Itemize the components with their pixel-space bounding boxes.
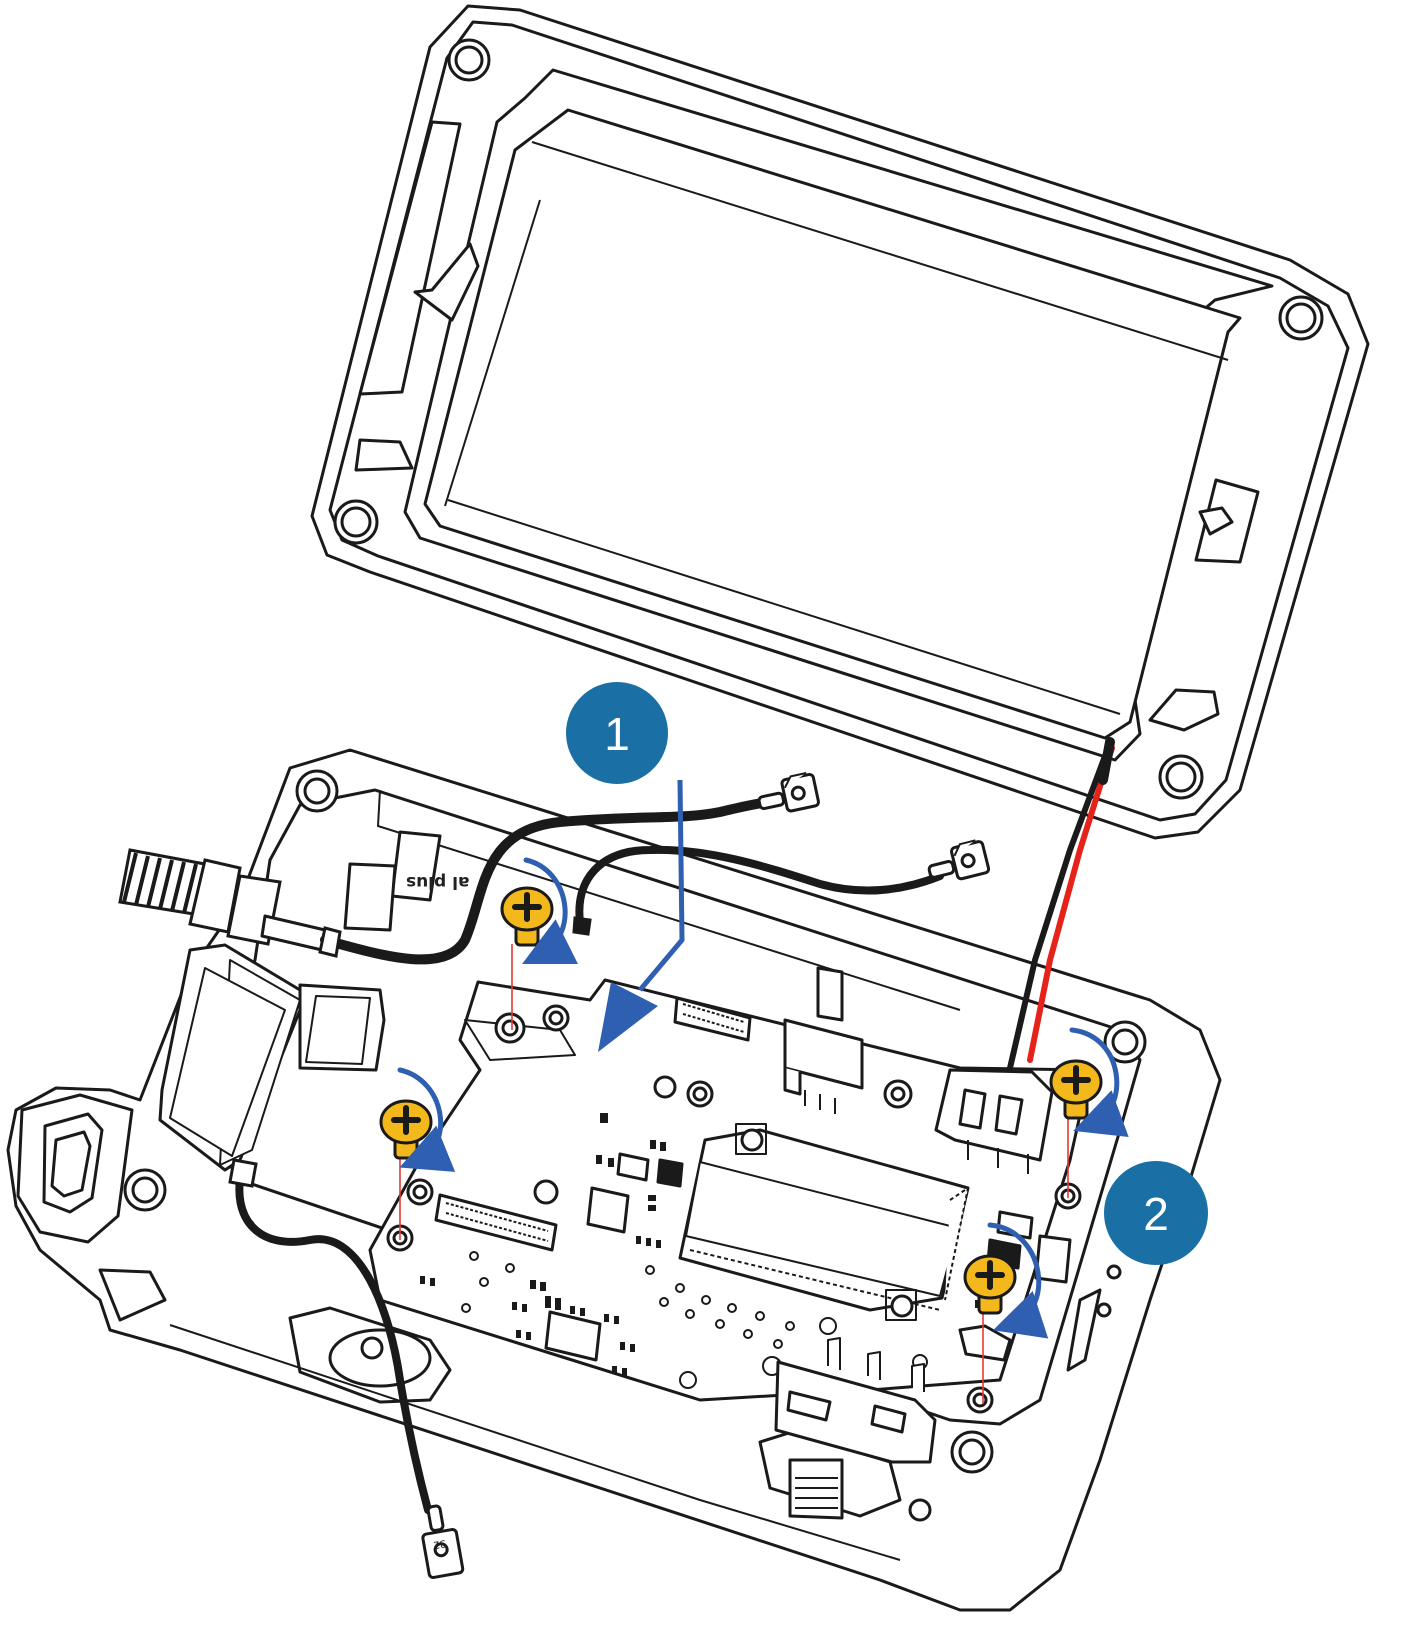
svg-text:2: 2 — [1143, 1188, 1169, 1240]
antenna-cables — [235, 737, 1115, 1514]
cable-connector-marking: 32 — [432, 1537, 446, 1550]
step-1-badge: 1 — [566, 682, 668, 784]
rotate-clockwise-arrow-icon — [397, 1067, 456, 1172]
enclosure-lid — [310, 4, 1370, 840]
rotate-clockwise-arrow-icon — [1069, 1027, 1129, 1138]
antenna-sma-connector — [118, 848, 282, 946]
battery-bracket — [158, 914, 386, 1172]
rotate-clockwise-arrow-icon — [522, 857, 579, 964]
rotate-clockwise-arrow-icon — [987, 1222, 1049, 1339]
svg-text:1: 1 — [604, 708, 630, 760]
pcb-silkscreen-text: al plus — [406, 872, 469, 892]
pcb-board: al plus — [343, 830, 1092, 1464]
step-2-badge: 2 — [1104, 1161, 1208, 1265]
insert-arrow-icon — [598, 779, 685, 1052]
screw-guide-lines — [399, 944, 1069, 1404]
